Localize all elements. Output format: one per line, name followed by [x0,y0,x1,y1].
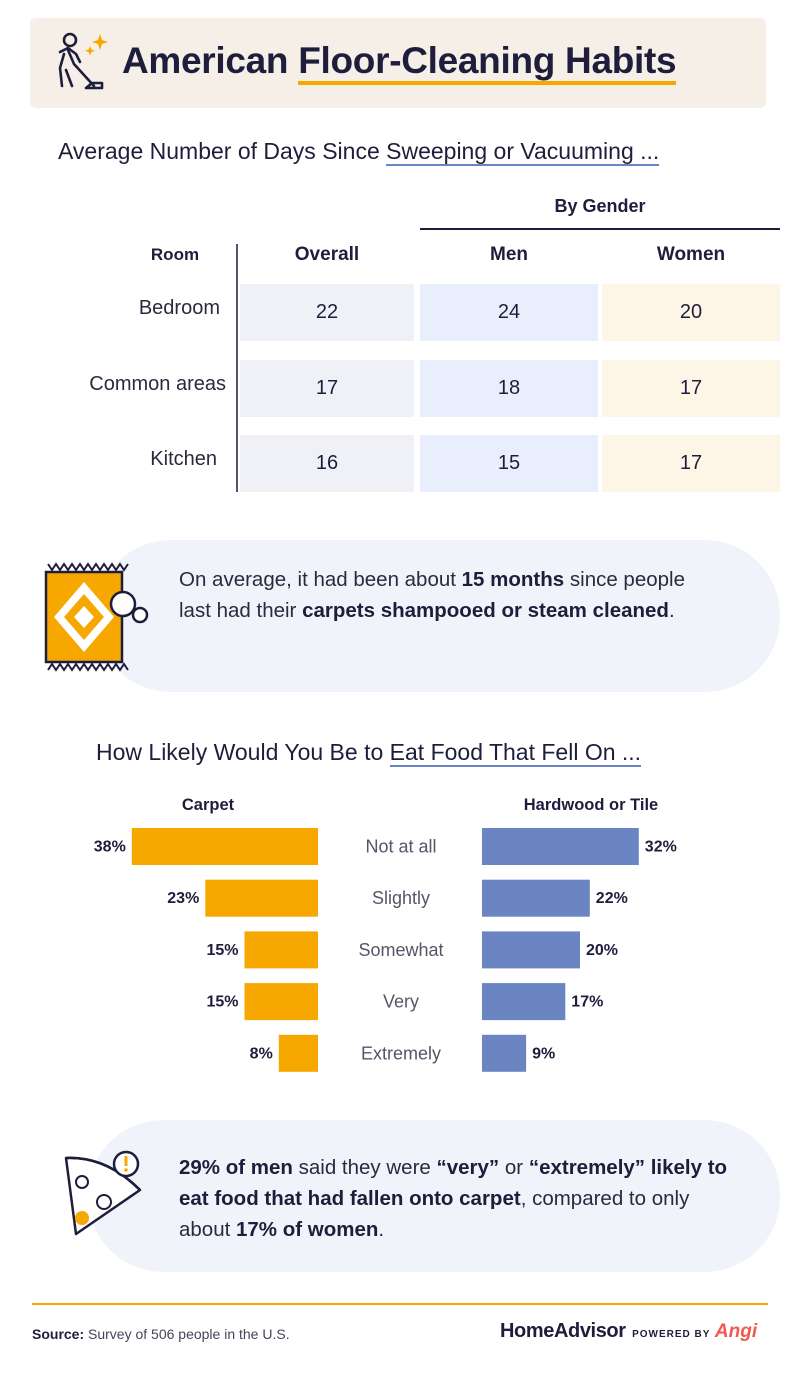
col-header-women: Women [656,244,726,265]
table-section-title: Average Number of Days Since Sweeping or… [58,138,660,166]
room-column-divider [236,244,238,492]
bar-hardwood [482,931,580,969]
footer-rule [32,1303,768,1305]
bar-carpet [278,1034,318,1072]
category-label: Extremely [361,1043,441,1063]
bar-carpet [244,931,318,969]
bar-label-hardwood: 9% [532,1045,555,1062]
group-header-rule [420,228,780,230]
category-label: Somewhat [358,940,443,960]
warning-icon [112,1150,140,1178]
bubbles-icon [109,590,149,624]
table-row-label: Common areas [89,373,226,395]
bar-label-hardwood: 32% [645,839,677,856]
table-cell-overall: 17 [240,360,414,417]
table-cell-women: 17 [602,360,780,417]
group-header-by-gender: By Gender [554,196,646,216]
bar-label-carpet: 15% [206,942,238,959]
table-cell-men: 15 [420,435,598,492]
header-banner [30,18,766,108]
table-row-label: Kitchen [150,448,217,470]
sparkle-icon [92,34,108,50]
bar-label-carpet: 38% [94,839,126,856]
col-header-overall: Overall [294,244,360,265]
callout-carpet-cleaning [96,540,780,692]
source-note: Source: Survey of 506 people in the U.S. [32,1326,290,1342]
bar-hardwood [482,1034,527,1072]
bar-carpet [244,983,318,1021]
callout-men-carpet [88,1120,780,1272]
category-label: Very [383,992,419,1012]
chart-section-title: How Likely Would You Be to Eat Food That… [96,739,642,767]
series-header-hardwood: Hardwood or Tile [524,796,658,814]
series-header-carpet: Carpet [182,796,235,814]
category-label: Not at all [365,837,436,857]
bar-hardwood [482,879,590,917]
bar-label-hardwood: 20% [586,942,618,959]
rug-icon [44,562,149,672]
bar-carpet [205,879,318,917]
table-cell-men: 18 [420,360,598,417]
bar-hardwood [482,828,639,865]
pizza-icon [64,1150,142,1236]
vacuum-icon [58,32,108,90]
table-cell-women: 20 [602,284,780,341]
table-cell-overall: 22 [240,284,414,341]
bar-label-carpet: 15% [206,994,238,1011]
bar-label-carpet: 8% [250,1045,273,1062]
col-header-men: Men [490,244,528,265]
bar-label-carpet: 23% [167,890,199,907]
col-header-room: Room [150,245,200,264]
callout-men-text: 29% of men said they were “very” or “ext… [179,1156,728,1241]
table-cell-women: 17 [602,435,780,492]
callout-carpet-text: On average, it had been about 15 months … [179,568,685,622]
page-title: American Floor-Cleaning Habits [122,40,677,85]
table-cell-overall: 16 [240,435,414,492]
bar-label-hardwood: 22% [596,890,628,907]
table-cell-men: 24 [420,284,598,341]
food-likelihood-chart: Carpet Hardwood or Tile Not at all 38% 32% Sl… [94,796,677,1072]
brand-logo: HomeAdvisor POWERED BY Angi [500,1320,758,1342]
category-label: Slightly [372,888,430,908]
bar-carpet [131,828,318,865]
table-row-label: Bedroom [138,297,220,319]
bar-hardwood [482,983,566,1021]
bar-label-hardwood: 17% [571,994,603,1011]
